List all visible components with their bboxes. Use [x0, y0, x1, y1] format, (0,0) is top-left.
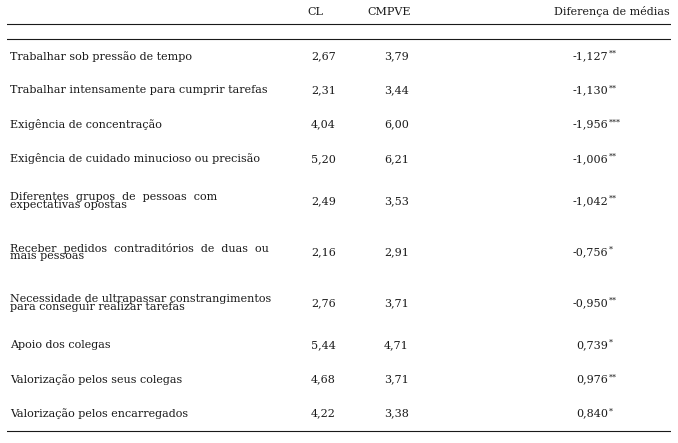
- Text: 2,31: 2,31: [311, 85, 336, 95]
- Text: 0,840: 0,840: [576, 409, 608, 419]
- Text: Exigência de concentração: Exigência de concentração: [10, 119, 162, 130]
- Text: -1,042: -1,042: [572, 196, 608, 206]
- Text: 2,16: 2,16: [311, 247, 336, 257]
- Text: 4,04: 4,04: [311, 120, 336, 130]
- Text: Diferentes  grupos  de  pessoas  com: Diferentes grupos de pessoas com: [10, 192, 218, 202]
- Text: **: **: [609, 152, 617, 160]
- Text: 3,38: 3,38: [384, 409, 409, 419]
- Text: 2,49: 2,49: [311, 196, 336, 206]
- Text: Receber  pedidos  contraditórios  de  duas  ou: Receber pedidos contraditórios de duas o…: [10, 243, 269, 254]
- Text: **: **: [609, 84, 617, 92]
- Text: para conseguir realizar tarefas: para conseguir realizar tarefas: [10, 302, 185, 312]
- Text: 6,21: 6,21: [384, 154, 409, 164]
- Text: **: **: [609, 296, 617, 305]
- Text: expectativas opostas: expectativas opostas: [10, 200, 127, 210]
- Text: -1,006: -1,006: [572, 154, 608, 164]
- Text: -0,756: -0,756: [572, 247, 608, 257]
- Text: Apoio dos colegas: Apoio dos colegas: [10, 340, 111, 350]
- Text: *: *: [609, 408, 613, 416]
- Text: 5,20: 5,20: [311, 154, 336, 164]
- Text: 0,739: 0,739: [576, 340, 608, 350]
- Text: 0,976: 0,976: [576, 374, 608, 385]
- Text: -1,127: -1,127: [572, 51, 608, 61]
- Text: 5,44: 5,44: [311, 340, 336, 350]
- Text: *: *: [609, 246, 613, 254]
- Text: 4,68: 4,68: [311, 374, 336, 385]
- Text: CMPVE: CMPVE: [367, 8, 411, 17]
- Text: Exigência de cuidado minucioso ou precisão: Exigência de cuidado minucioso ou precis…: [10, 153, 260, 164]
- Text: 3,71: 3,71: [384, 298, 409, 308]
- Text: -1,956: -1,956: [572, 120, 608, 130]
- Text: **: **: [609, 50, 617, 58]
- Text: Trabalhar intensamente para cumprir tarefas: Trabalhar intensamente para cumprir tare…: [10, 85, 268, 95]
- Text: mais pessoas: mais pessoas: [10, 251, 84, 261]
- Text: 2,91: 2,91: [384, 247, 409, 257]
- Text: 4,22: 4,22: [311, 409, 336, 419]
- Text: 4,71: 4,71: [384, 340, 409, 350]
- Text: 3,53: 3,53: [384, 196, 409, 206]
- Text: *: *: [609, 339, 613, 347]
- Text: CL: CL: [308, 8, 323, 17]
- Text: Necessidade de ultrapassar constrangimentos: Necessidade de ultrapassar constrangimen…: [10, 294, 271, 304]
- Text: 3,79: 3,79: [384, 51, 409, 61]
- Text: -0,950: -0,950: [572, 298, 608, 308]
- Text: 3,71: 3,71: [384, 374, 409, 385]
- Text: Trabalhar sob pressão de tempo: Trabalhar sob pressão de tempo: [10, 51, 192, 62]
- Text: 2,67: 2,67: [311, 51, 336, 61]
- Text: ***: ***: [609, 118, 621, 126]
- Text: Valorização pelos seus colegas: Valorização pelos seus colegas: [10, 374, 182, 385]
- Text: **: **: [609, 373, 617, 381]
- Text: Diferença de médias: Diferença de médias: [553, 7, 669, 17]
- Text: 2,76: 2,76: [311, 298, 336, 308]
- Text: **: **: [609, 195, 617, 203]
- Text: -1,130: -1,130: [572, 85, 608, 95]
- Text: 3,44: 3,44: [384, 85, 409, 95]
- Text: Valorização pelos encarregados: Valorização pelos encarregados: [10, 408, 188, 419]
- Text: 6,00: 6,00: [384, 120, 409, 130]
